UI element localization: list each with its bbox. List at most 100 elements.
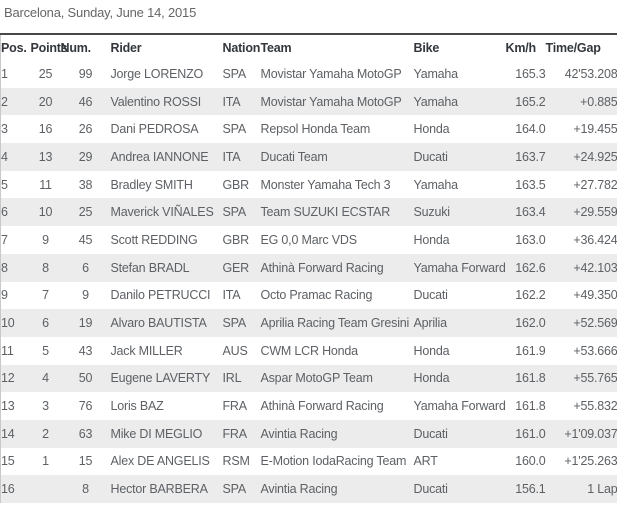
cell-bike: Ducati xyxy=(413,288,448,303)
cell-rider: Eugene LAVERTY xyxy=(110,364,223,393)
cell-team: Athinà Forward Racing xyxy=(260,399,384,414)
cell-pos: 9 xyxy=(1,288,8,303)
cell-points: 3 xyxy=(42,399,49,414)
cell-bike: Suzuki xyxy=(413,198,506,227)
cell-rider: Stefan BRADL xyxy=(110,253,223,282)
cell-team: Team SUZUKI ECSTAR xyxy=(260,198,414,227)
cell-gap: +19.455 xyxy=(573,122,617,137)
cell-rider: Maverick VIÑALES xyxy=(110,198,223,227)
cell-nation: IRL xyxy=(222,364,261,393)
result-row: 5 11 38 Bradley SMITH GBR Monster Yamaha Tech… xyxy=(1,171,617,199)
cell-kmh: 161.8 xyxy=(515,399,546,414)
cell-points: 11 xyxy=(39,177,52,192)
cell-kmh: 163.0 xyxy=(515,232,546,247)
cell-rider: Valentino ROSSI xyxy=(110,87,223,116)
cell-num: 43 xyxy=(78,343,93,358)
result-row: 10 6 19 Alvaro BAUTISTA SPA Aprilia Racing Te… xyxy=(0,309,617,337)
cell-gap: +24.925 xyxy=(545,143,617,171)
cell-rider: Alex DE ANGELIS xyxy=(110,454,210,469)
cell-points: 20 xyxy=(30,87,61,116)
cell-nation: GBR xyxy=(222,177,250,192)
cell-nation: ITA xyxy=(222,87,261,116)
cell-pos: 6 xyxy=(0,198,31,227)
cell-nation: ITA xyxy=(222,143,261,171)
cell-team: Octo Pramac Racing xyxy=(260,288,373,303)
cell-gap: +29.559 xyxy=(545,198,617,227)
cell-rider: Jorge LORENZO xyxy=(110,66,204,81)
cell-points: 9 xyxy=(42,232,49,247)
cell-points: 1 xyxy=(42,454,49,469)
cell-team: Repsol Honda Team xyxy=(260,122,371,137)
cell-gap: +36.424 xyxy=(573,232,617,247)
cell-team: EG 0,0 Marc VDS xyxy=(260,232,358,247)
result-row: 13 3 76 Loris BAZ FRA Athinà Forward Racing Ya… xyxy=(1,392,617,420)
cell-points: 6 xyxy=(30,309,61,337)
table-header: Pos. Points Num. Rider Nation Team Bike … xyxy=(1,34,617,60)
cell-bike: Yamaha xyxy=(413,87,506,116)
table-body: 1 25 99 Jorge LORENZO SPA Movistar Yamaha Mot… xyxy=(0,60,617,503)
cell-kmh: 164.0 xyxy=(515,122,546,137)
cell-team: Movistar Yamaha MotoGP xyxy=(260,87,414,116)
cell-num: 63 xyxy=(60,419,111,448)
cell-pos: 11 xyxy=(1,343,14,358)
cell-bike: Ducati xyxy=(413,475,506,503)
cell-bike: Yamaha Forward xyxy=(413,399,506,414)
cell-rider: Danilo PETRUCCI xyxy=(110,288,211,303)
cell-pos: 10 xyxy=(0,309,31,337)
results-table: Pos. Points Num. Rider Nation Team Bike … xyxy=(0,33,617,503)
cell-num: 8 xyxy=(60,475,111,503)
result-row: 12 4 50 Eugene LAVERTY IRL Aspar MotoGP Team H… xyxy=(0,364,617,393)
cell-gap: +55.832 xyxy=(573,399,617,414)
cell-bike: Honda xyxy=(413,364,506,393)
cell-points xyxy=(30,475,61,503)
cell-gap: +1'09.037 xyxy=(545,419,617,448)
result-row: 2 20 46 Valentino ROSSI ITA Movistar Yamaha M… xyxy=(0,87,617,116)
cell-bike: Yamaha xyxy=(413,66,459,81)
cell-kmh: 163.5 xyxy=(515,177,546,192)
cell-rider: Jack MILLER xyxy=(110,343,183,358)
cell-pos: 15 xyxy=(1,454,15,469)
cell-kmh: 161.0 xyxy=(505,419,546,448)
column-header-num: Num. xyxy=(60,40,92,55)
result-row: 6 10 25 Maverick VIÑALES SPA Team SUZUKI ECST… xyxy=(0,198,617,227)
cell-nation: SPA xyxy=(222,309,261,337)
cell-pos: 12 xyxy=(0,364,31,393)
cell-bike: ART xyxy=(413,454,438,469)
cell-bike: Yamaha xyxy=(413,177,459,192)
cell-gap: +53.666 xyxy=(573,343,617,358)
cell-rider: Loris BAZ xyxy=(110,399,164,414)
cell-num: 26 xyxy=(78,122,93,137)
cell-kmh: 163.4 xyxy=(505,198,546,227)
column-header-team: Team xyxy=(260,40,292,55)
cell-points: 8 xyxy=(30,253,61,282)
cell-pos: 3 xyxy=(1,122,8,137)
cell-pos: 2 xyxy=(0,87,31,116)
result-row: 8 8 6 Stefan BRADL GER Athinà Forward Racing Y… xyxy=(0,253,617,282)
cell-num: 6 xyxy=(60,253,111,282)
cell-bike: Aprilia xyxy=(413,309,506,337)
column-header-timegap: Time/Gap xyxy=(545,40,601,55)
cell-pos: 13 xyxy=(1,399,15,414)
cell-nation: ITA xyxy=(222,288,241,303)
column-header-bike: Bike xyxy=(413,40,440,55)
cell-kmh: 161.9 xyxy=(515,343,546,358)
cell-kmh: 165.3 xyxy=(515,66,546,81)
cell-gap: 1 Lap xyxy=(545,475,617,503)
cell-num: 29 xyxy=(60,143,111,171)
cell-pos: 1 xyxy=(1,66,8,81)
cell-team: CWM LCR Honda xyxy=(260,343,359,358)
cell-team: Avintia Racing xyxy=(260,419,414,448)
cell-team: E-Motion IodaRacing Team xyxy=(260,454,407,469)
cell-bike: Honda xyxy=(413,343,450,358)
cell-pos: 7 xyxy=(1,232,8,247)
cell-kmh: 160.0 xyxy=(515,454,546,469)
result-row: 3 16 26 Dani PEDROSA SPA Repsol Honda Team Hon… xyxy=(1,115,617,143)
cell-num: 99 xyxy=(78,66,93,81)
cell-team: Avintia Racing xyxy=(260,475,414,503)
cell-nation: GBR xyxy=(222,232,250,247)
cell-gap: 42'53.208 xyxy=(564,66,617,81)
result-row: 15 1 15 Alex DE ANGELIS RSM E-Motion IodaRaci… xyxy=(1,448,617,476)
cell-num: 76 xyxy=(78,399,93,414)
result-row: 7 9 45 Scott REDDING GBR EG 0,0 Marc VDS Honda… xyxy=(1,226,617,254)
cell-kmh: 161.8 xyxy=(505,364,546,393)
